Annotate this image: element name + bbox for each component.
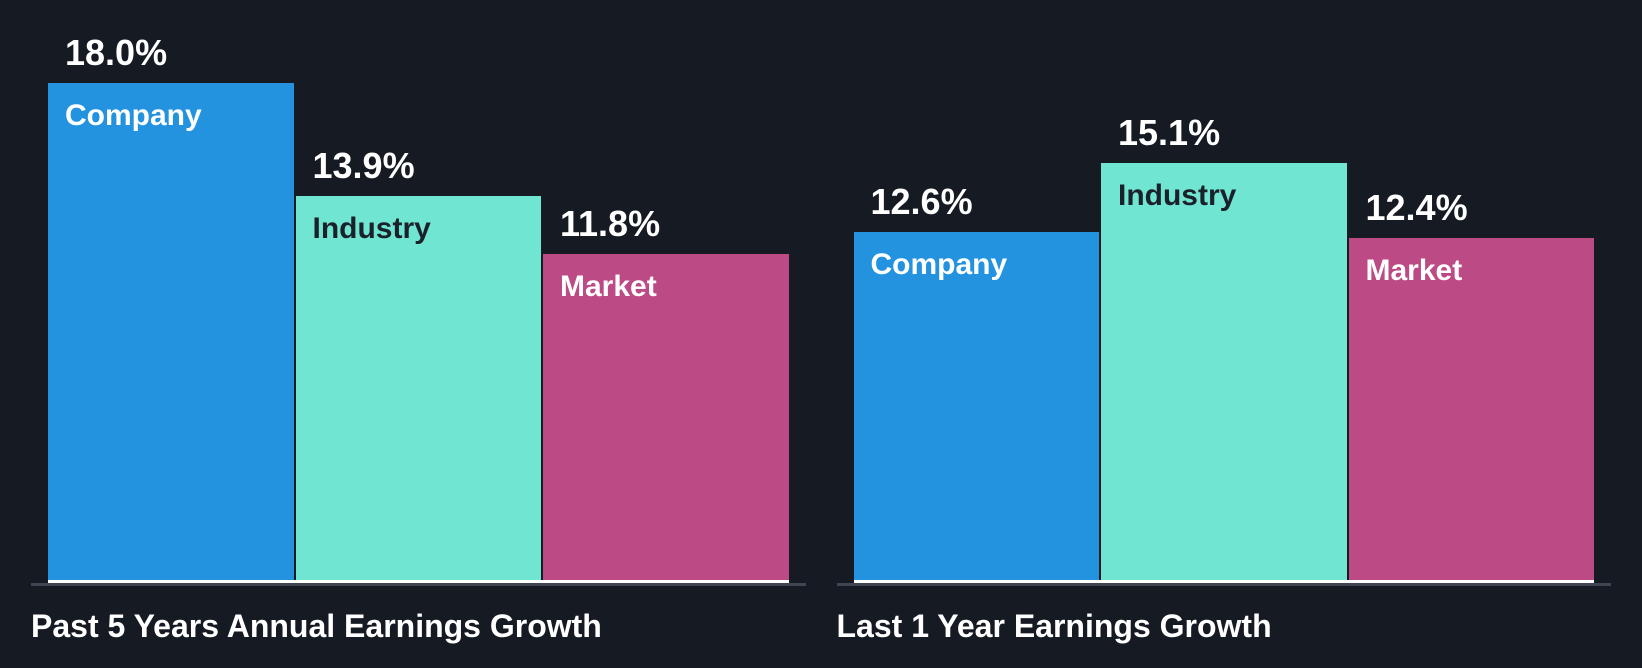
x-axis-line — [31, 583, 806, 586]
bar-column-company: 18.0% Company — [48, 33, 294, 580]
bar-company: Company — [853, 232, 1099, 580]
bar-company: Company — [48, 83, 294, 580]
chart-past-5-years-earnings-growth: 18.0% Company 13.9% Industry 11.8% Marke… — [31, 0, 806, 644]
plot-area: 12.6% Company 15.1% Industry 12.4% Marke… — [836, 0, 1611, 586]
bar-column-industry: 13.9% Industry — [295, 145, 541, 580]
plot-area: 18.0% Company 13.9% Industry 11.8% Marke… — [31, 0, 806, 586]
x-axis-line — [836, 583, 1611, 586]
bar-category-label: Market — [1365, 254, 1463, 287]
chart-title: Past 5 Years Annual Earnings Growth — [31, 608, 602, 644]
bar-value-label: 12.6% — [870, 181, 973, 223]
bars-group: 18.0% Company 13.9% Industry 11.8% Marke… — [48, 33, 789, 583]
bar-category-label: Market — [560, 270, 657, 303]
bar-market: Market — [1348, 238, 1594, 580]
bar-value-label: 18.0% — [65, 32, 168, 74]
chart-title: Last 1 Year Earnings Growth — [836, 608, 1272, 644]
bar-industry: Industry — [295, 196, 541, 580]
bar-value-label: 15.1% — [1118, 112, 1221, 154]
bar-value-label: 11.8% — [560, 203, 661, 245]
bar-column-industry: 15.1% Industry — [1101, 113, 1347, 580]
earnings-growth-comparison: 18.0% Company 13.9% Industry 11.8% Marke… — [31, 0, 1611, 644]
bar-category-label: Company — [870, 248, 1008, 281]
bar-market: Market — [543, 254, 789, 580]
chart-last-1-year-earnings-growth: 12.6% Company 15.1% Industry 12.4% Marke… — [836, 0, 1611, 644]
bar-value-label: 13.9% — [312, 145, 415, 187]
bar-column-market: 11.8% Market — [543, 204, 789, 580]
bar-industry: Industry — [1101, 163, 1347, 580]
bar-category-label: Industry — [1118, 179, 1237, 212]
bar-value-label: 12.4% — [1365, 187, 1468, 229]
bars-group: 12.6% Company 15.1% Industry 12.4% Marke… — [853, 113, 1594, 583]
bar-category-label: Industry — [312, 212, 431, 245]
bar-category-label: Company — [65, 99, 202, 132]
bar-column-company: 12.6% Company — [853, 181, 1099, 580]
bar-column-market: 12.4% Market — [1348, 187, 1594, 580]
